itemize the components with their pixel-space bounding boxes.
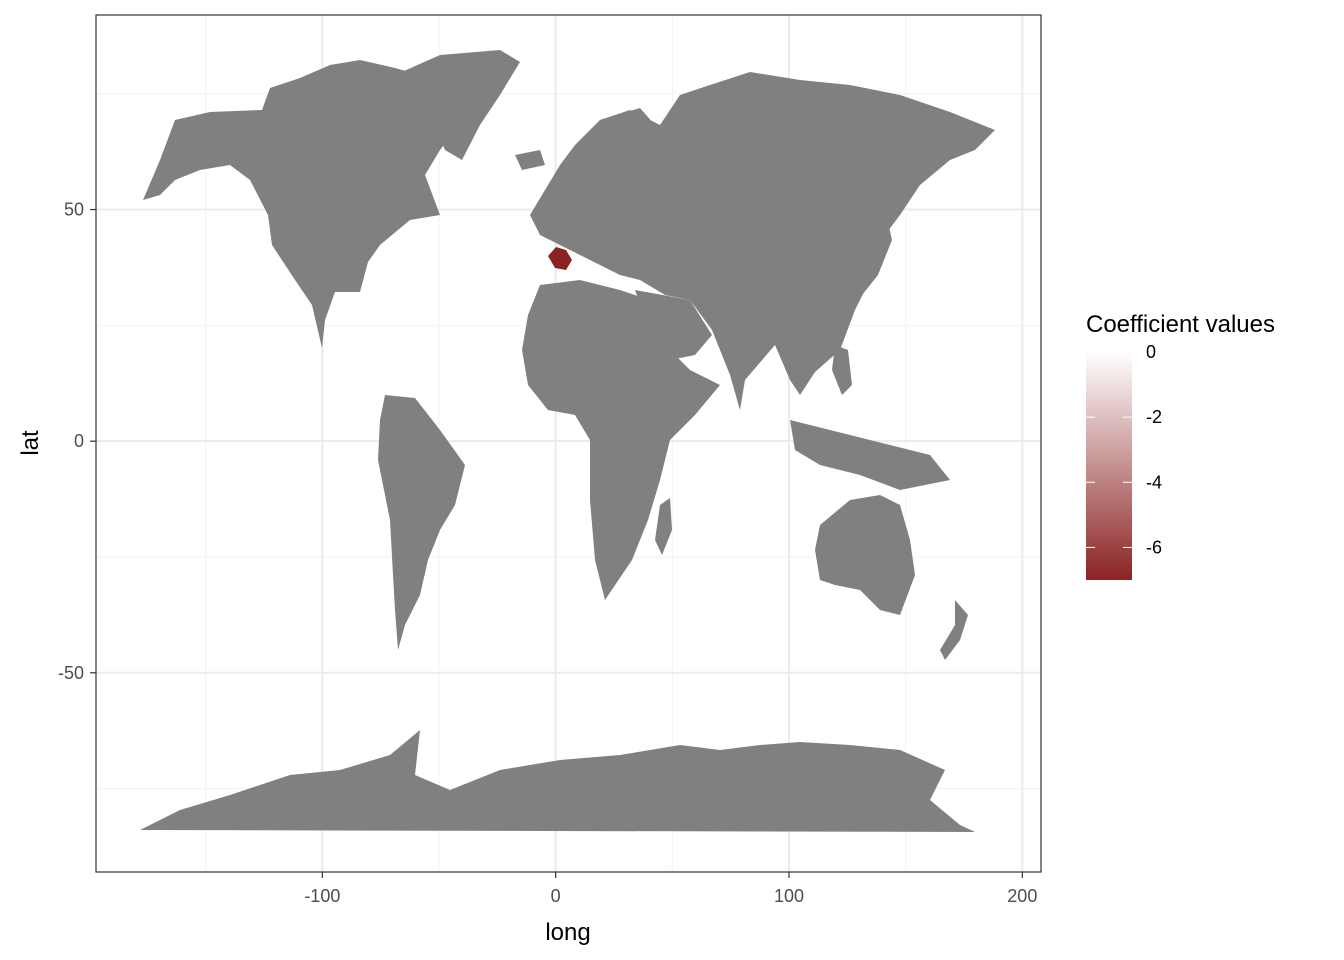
y-tick-label: 50: [64, 200, 84, 220]
x-axis-title: long: [545, 919, 590, 946]
land-iceland: [515, 150, 545, 170]
land-new-zealand: [940, 600, 968, 660]
land-indonesia: [790, 420, 950, 490]
land-greenland: [395, 50, 520, 160]
legend-title: Coefficient values: [1086, 311, 1275, 338]
y-tick-label: 0: [74, 431, 84, 451]
land-africa: [522, 280, 720, 600]
plot-panel-border: [95, 14, 1042, 873]
land-eurasia: [530, 72, 995, 410]
legend-label: -2: [1146, 407, 1162, 427]
land-philippines: [832, 345, 852, 395]
y-tick-label: -50: [58, 663, 84, 683]
land-australia: [815, 495, 915, 615]
land-south-america: [378, 395, 465, 650]
legend-label: 0: [1146, 342, 1156, 362]
land-antarctica: [140, 730, 975, 832]
x-tick-label: 200: [1007, 886, 1037, 906]
y-axis-title: lat: [17, 430, 44, 456]
x-tick-label: -100: [304, 886, 340, 906]
x-tick-label: 0: [551, 886, 561, 906]
land-arabia: [635, 290, 712, 360]
legend: Coefficient values 0 -2 -4 -6: [1086, 311, 1275, 580]
land-madagascar: [655, 498, 672, 555]
land-british-isles: [545, 175, 568, 212]
x-tick-label: 100: [774, 886, 804, 906]
land-japan: [850, 222, 892, 295]
x-axis-ticks: -100 0 100 200: [304, 872, 1037, 906]
highlighted-region: [548, 247, 572, 270]
y-axis-ticks: -50 0 50: [58, 200, 96, 683]
legend-label: -4: [1146, 472, 1162, 492]
world-land: [140, 50, 995, 832]
land-scandinavia: [578, 108, 655, 185]
legend-ticks: 0 -2 -4 -6: [1086, 342, 1162, 557]
land-north-america: [143, 60, 470, 348]
legend-label: -6: [1146, 537, 1162, 557]
legend-colorbar: [1086, 352, 1132, 580]
